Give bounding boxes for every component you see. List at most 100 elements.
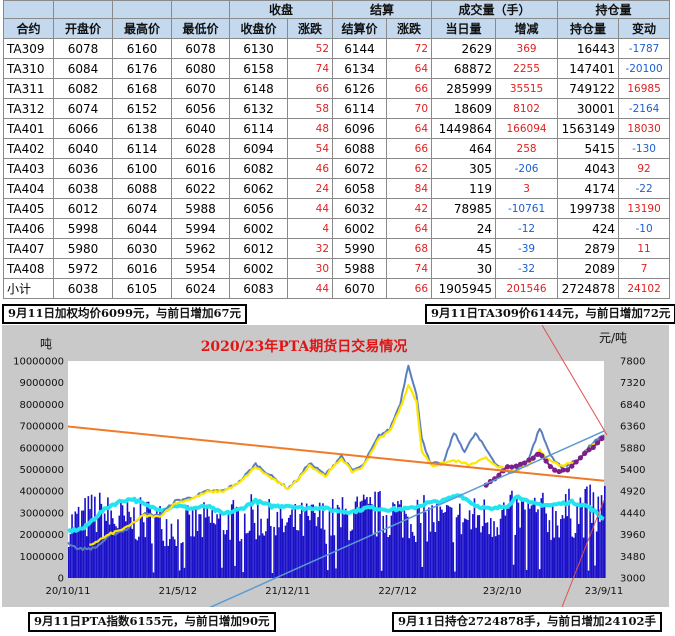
column-header: 结算价: [332, 18, 388, 39]
volume-bar: [242, 572, 244, 578]
table-cell: 64: [386, 118, 433, 139]
volume-bar: [95, 532, 98, 578]
right-tick-label: 4440: [620, 508, 645, 519]
volume-bar: [597, 496, 600, 578]
volume-bar: [126, 501, 129, 578]
table-cell: 6114: [332, 98, 388, 119]
x-tick-label: 23/2/10: [483, 586, 522, 597]
futures-quote-table: 收盘 结算 成交量（手） 持仓量 合约 开盘价 最高价 最低价 收盘价 涨跌 结算价 涨跌 当日…: [3, 0, 671, 299]
right-axis: 3000 3480 3960 4440 4920 5400 5880 6360 6840 7320…: [620, 357, 645, 585]
volume-bar: [488, 534, 490, 578]
volume-bar: [243, 513, 246, 578]
table-row: TA403 6036 6100 6016 6082 46 6072 62 305 -206 4043…: [3, 158, 671, 179]
table-row: TA310 6084 6176 6080 6158 74 6134 64 68872 2255 14…: [3, 58, 671, 79]
volume-bar: [560, 519, 562, 578]
table-cell: 6158: [229, 58, 288, 79]
series-marker: [530, 455, 536, 461]
volume-bar: [392, 502, 394, 578]
table-cell: 72: [386, 38, 433, 59]
table-cell: 2089: [557, 258, 620, 279]
volume-bar: [455, 517, 458, 578]
volume-bar: [255, 539, 257, 578]
series-marker: [552, 467, 558, 473]
volume-bar: [300, 502, 303, 578]
volume-bar: [74, 511, 77, 578]
volume-bar: [351, 529, 354, 578]
volume-bar: [310, 504, 313, 578]
volume-bar: [577, 523, 580, 578]
table-cell: 6056: [171, 98, 230, 119]
volume-bar: [517, 502, 520, 578]
volume-bar: [182, 542, 184, 578]
volume-bar: [555, 511, 557, 578]
volume-bar: [235, 506, 238, 578]
table-cell: 6030: [112, 238, 172, 259]
column-header: 变动: [618, 18, 671, 39]
table-cell: 258: [495, 138, 559, 159]
volume-bar: [432, 522, 435, 578]
table-cell: 92: [618, 158, 671, 179]
volume-bar: [92, 521, 95, 578]
volume-bar: [571, 536, 574, 578]
volume-bar: [584, 488, 587, 578]
header-group-row: 收盘 结算 成交量（手） 持仓量: [3, 0, 671, 19]
volume-bar: [318, 502, 321, 578]
volume-bar: [250, 494, 253, 578]
series-marker: [564, 467, 571, 473]
left-tick-label: 2000000: [19, 530, 64, 541]
table-cell: TA401: [3, 118, 54, 139]
table-cell: 6028: [171, 138, 230, 159]
volume-bar: [265, 531, 267, 578]
table-cell: 464: [431, 138, 497, 159]
table-cell: 30001: [557, 98, 620, 119]
volume-bar: [519, 527, 521, 578]
volume-bar: [496, 527, 499, 578]
table-cell: 8102: [495, 98, 559, 119]
table-cell: 18030: [618, 118, 671, 139]
x-tick-label: 23/9/11: [585, 586, 624, 597]
volume-bar: [372, 534, 375, 578]
table-cell: -10: [618, 218, 671, 239]
table-cell: 6114: [229, 118, 288, 139]
series-marker: [522, 460, 528, 466]
volume-bar: [312, 504, 314, 578]
volume-bar: [237, 508, 240, 578]
volume-bar: [527, 502, 530, 578]
volume-bar: [599, 521, 601, 578]
volume-bar: [550, 539, 552, 578]
volume-bar: [240, 539, 243, 578]
table-cell: 5988: [332, 258, 388, 279]
table-cell: 1449864: [431, 118, 497, 139]
series-marker: [586, 447, 592, 453]
volume-bar: [173, 539, 176, 578]
volume-bar: [247, 532, 249, 578]
volume-bar: [568, 488, 570, 578]
series-marker: [556, 468, 562, 475]
volume-bar: [418, 505, 420, 578]
table-cell: 24102: [618, 278, 671, 299]
volume-bar: [357, 506, 360, 578]
volume-bar: [604, 485, 606, 578]
volume-bar: [121, 505, 124, 578]
volume-bar: [595, 531, 598, 578]
table-cell: TA311: [3, 78, 54, 99]
volume-bar: [507, 508, 510, 578]
left-axis-unit: 吨: [40, 337, 52, 351]
right-tick-label: 6360: [620, 422, 645, 433]
table-cell: 6072: [332, 158, 388, 179]
volume-bar: [256, 503, 259, 578]
volume-bar: [216, 514, 218, 578]
volume-bar: [349, 531, 352, 578]
volume-bar: [154, 516, 156, 578]
volume-bar: [529, 508, 531, 578]
table-cell: 119: [431, 178, 497, 199]
volume-bar: [271, 573, 274, 578]
table-cell: 6038: [53, 178, 113, 199]
volume-bar: [297, 530, 300, 578]
volume-bar: [486, 522, 489, 578]
volume-bar: [147, 501, 150, 578]
table-row: TA311 6082 6168 6070 6148 66 6126 66 285999 35515…: [3, 78, 671, 99]
volume-bar: [186, 505, 189, 578]
volume-bar: [108, 524, 111, 578]
right-tick-label: 3000: [620, 574, 645, 585]
